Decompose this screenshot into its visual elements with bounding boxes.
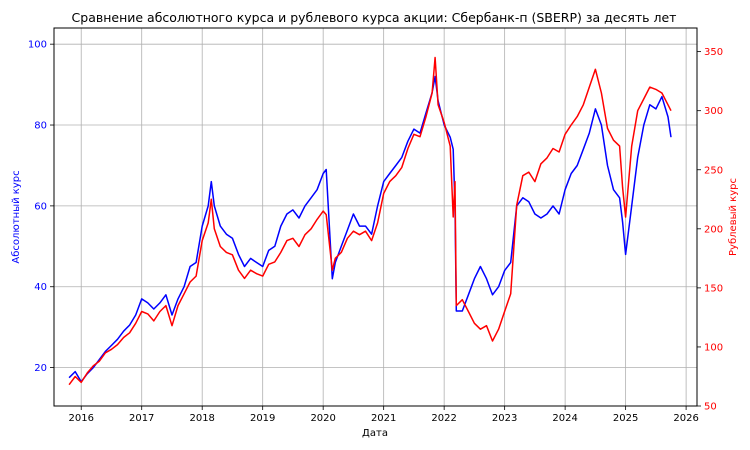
x-tick-label: 2022: [431, 413, 456, 424]
x-tick-label: 2019: [250, 413, 275, 424]
x-tick-label: 2016: [68, 413, 93, 424]
x-tick-label: 2021: [371, 413, 396, 424]
x-tick-label: 2020: [310, 413, 335, 424]
y-axis-left-label: Абсолютный курс: [11, 170, 22, 263]
y-axis-left: 20 40 60 80 100: [28, 40, 54, 374]
y-left-tick-label: 60: [34, 201, 47, 212]
x-axis: 2016 2017 2018 2019 2020 2021 2022 2023 2024 2025…: [68, 406, 699, 424]
series-line-right: [68, 56, 672, 386]
y-right-tick-label: 300: [704, 106, 723, 117]
y-right-tick-label: 150: [704, 283, 723, 294]
x-tick-label: 2017: [129, 413, 154, 424]
grid: [54, 28, 697, 406]
y-right-tick-label: 250: [704, 165, 723, 176]
x-axis-label: Дата: [362, 428, 388, 439]
plot-frame: [53, 27, 698, 407]
y-left-tick-label: 40: [34, 282, 47, 293]
series-layer: [68, 56, 672, 386]
chart-title: Сравнение абсолютного курса и рублевого …: [72, 10, 677, 25]
x-tick-label: 2018: [189, 413, 214, 424]
series-line-left: [68, 75, 672, 383]
y-left-tick-label: 20: [34, 363, 47, 374]
x-tick-label: 2026: [673, 413, 698, 424]
y-left-tick-label: 80: [34, 121, 47, 132]
y-right-tick-label: 100: [704, 342, 723, 353]
y-right-tick-label: 200: [704, 224, 723, 235]
y-right-tick-label: 50: [704, 402, 717, 413]
y-axis-right-label: Рублевый курс: [728, 178, 739, 256]
y-axis-right: 50 100 150 200 250 300 350: [697, 47, 723, 413]
y-right-tick-label: 350: [704, 47, 723, 58]
y-left-tick-label: 100: [28, 40, 47, 51]
x-tick-label: 2024: [552, 413, 577, 424]
x-tick-label: 2025: [613, 413, 638, 424]
x-tick-label: 2023: [492, 413, 517, 424]
